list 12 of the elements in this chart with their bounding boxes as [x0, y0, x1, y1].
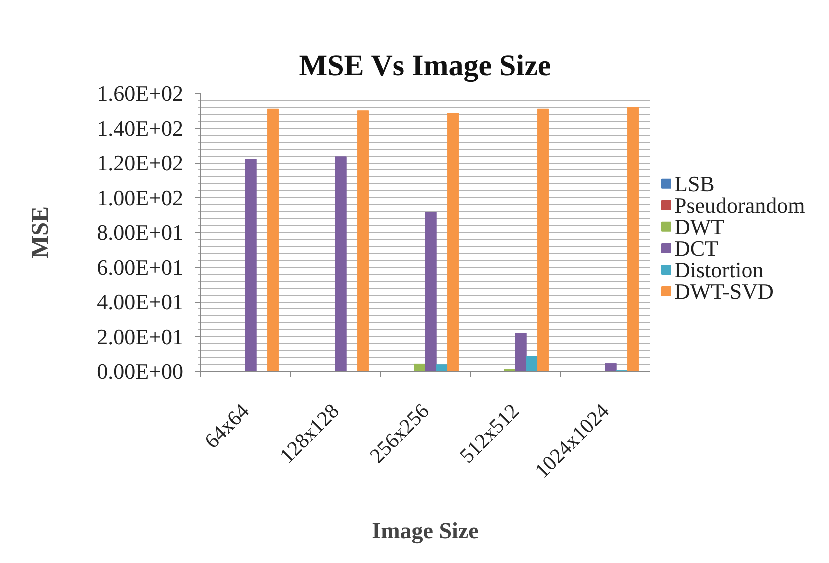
y-tick-label: 1.40E+02: [97, 116, 184, 141]
y-tick-label: 0.00E+00: [97, 359, 184, 384]
y-tick-label: 8.00E+01: [97, 220, 184, 245]
x-axis-title: Image Size: [372, 518, 479, 544]
y-axis-title: MSE: [28, 206, 54, 259]
y-tick-label: 4.00E+01: [97, 290, 184, 314]
y-tick-label: 1.00E+02: [97, 185, 184, 210]
y-tick-label: 6.00E+01: [97, 254, 184, 280]
chart-title: MSE Vs Image Size: [299, 50, 552, 82]
y-tick-label: 1.60E+02: [97, 81, 184, 106]
y-tick-label: 1.20E+02: [97, 150, 184, 176]
y-tick-label: 2.00E+01: [97, 324, 184, 350]
